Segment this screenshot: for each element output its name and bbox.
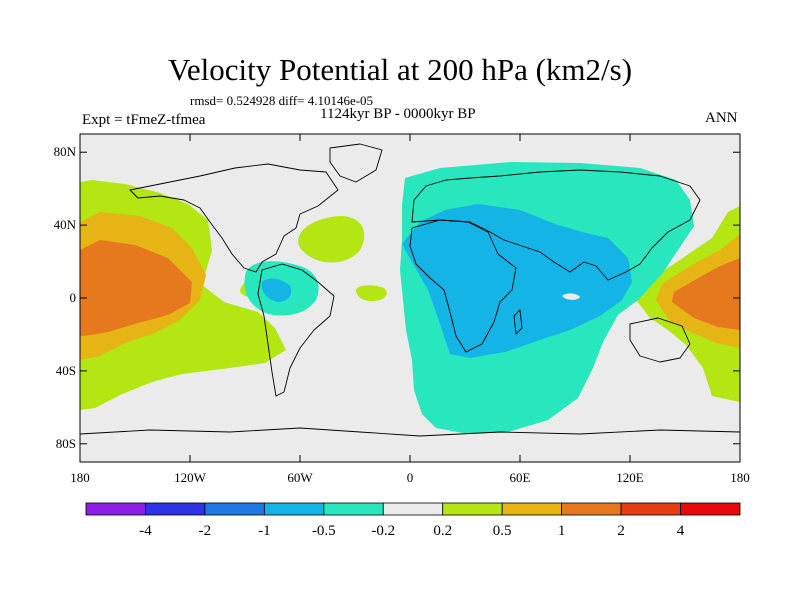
stats-label: rmsd= 0.524928 diff= 4.10146e-05 bbox=[190, 93, 374, 108]
colorbar-label: -2 bbox=[199, 523, 212, 539]
contour-indian-ocean-spot bbox=[562, 293, 580, 300]
lon-tick-label: 120W bbox=[174, 470, 207, 485]
lat-tick-label: 40S bbox=[56, 363, 76, 378]
contour-east-pacific-1 bbox=[80, 240, 192, 336]
coastline-australia bbox=[629, 317, 691, 363]
colorbar-label: 1 bbox=[558, 523, 566, 539]
coastline-north-america bbox=[129, 163, 339, 273]
colorbar-swatch bbox=[145, 502, 206, 516]
colorbar-label: -1 bbox=[258, 523, 271, 539]
contour-fields bbox=[80, 143, 740, 437]
colorbar-label: -4 bbox=[139, 523, 152, 539]
coastline-madagascar bbox=[513, 309, 523, 335]
contour-equatorial-atlantic-0.2 bbox=[356, 285, 387, 302]
season-label: ANN bbox=[705, 110, 738, 126]
coastline-greenland bbox=[329, 143, 383, 183]
colorbar-swatch bbox=[263, 502, 325, 516]
coastline-eurasia bbox=[411, 169, 701, 281]
lon-tick-label: 180 bbox=[70, 470, 90, 485]
lon-tick-label: 60W bbox=[287, 470, 313, 485]
lon-tick-label: 0 bbox=[407, 470, 414, 485]
coastline-antarctica bbox=[80, 427, 740, 437]
colorbar-swatch bbox=[501, 502, 563, 516]
plot-title: Velocity Potential at 200 hPa (km2/s) bbox=[167, 52, 633, 87]
contour-eastern-hemisphere-neg0.5 bbox=[402, 204, 632, 358]
contour-south-america-neg0.5 bbox=[261, 278, 292, 302]
colorbar-swatch bbox=[382, 502, 444, 516]
colorbar: -4 -2 -1 -0.5 -0.2 0.2 0.5 1 2 4 bbox=[85, 502, 741, 539]
colorbar-label: 0.5 bbox=[493, 523, 512, 539]
experiment-label: Expt = tFmeZ-tfmea bbox=[82, 112, 206, 128]
colorbar-swatch bbox=[561, 502, 622, 516]
contour-north-atlantic-0.2 bbox=[298, 216, 365, 263]
lat-tick-label: 40N bbox=[54, 217, 77, 232]
colorbar-label: 4 bbox=[677, 523, 685, 539]
lon-tick-label: 60E bbox=[510, 470, 531, 485]
colorbar-label: -0.5 bbox=[312, 523, 336, 539]
colorbar-swatch bbox=[85, 502, 146, 516]
lat-tick-label: 80N bbox=[54, 144, 77, 159]
colorbar-swatch bbox=[620, 502, 681, 516]
coastline-africa bbox=[409, 219, 517, 353]
longitude-axis: 180 120W 60W 0 60E 120E 180 bbox=[70, 134, 750, 485]
coastline-south-america bbox=[257, 263, 335, 397]
lat-tick-label: 80S bbox=[56, 436, 76, 451]
lon-tick-label: 180 bbox=[730, 470, 750, 485]
colorbar-label: 0.2 bbox=[433, 523, 452, 539]
lat-tick-label: 0 bbox=[70, 290, 77, 305]
lon-tick-label: 120E bbox=[616, 470, 644, 485]
coastlines bbox=[80, 143, 740, 437]
contour-west-pacific-1 bbox=[672, 258, 740, 330]
colorbar-swatch bbox=[442, 502, 503, 516]
latitude-axis: 80N 40N 0 40S 80S bbox=[54, 144, 740, 451]
colorbar-swatch bbox=[680, 502, 741, 516]
colorbar-label: 2 bbox=[617, 523, 625, 539]
colorbar-label: -0.2 bbox=[371, 523, 395, 539]
colorbar-swatch bbox=[204, 502, 265, 516]
colorbar-swatch bbox=[323, 502, 384, 516]
period-label: 1124kyr BP - 0000kyr BP bbox=[320, 106, 476, 122]
